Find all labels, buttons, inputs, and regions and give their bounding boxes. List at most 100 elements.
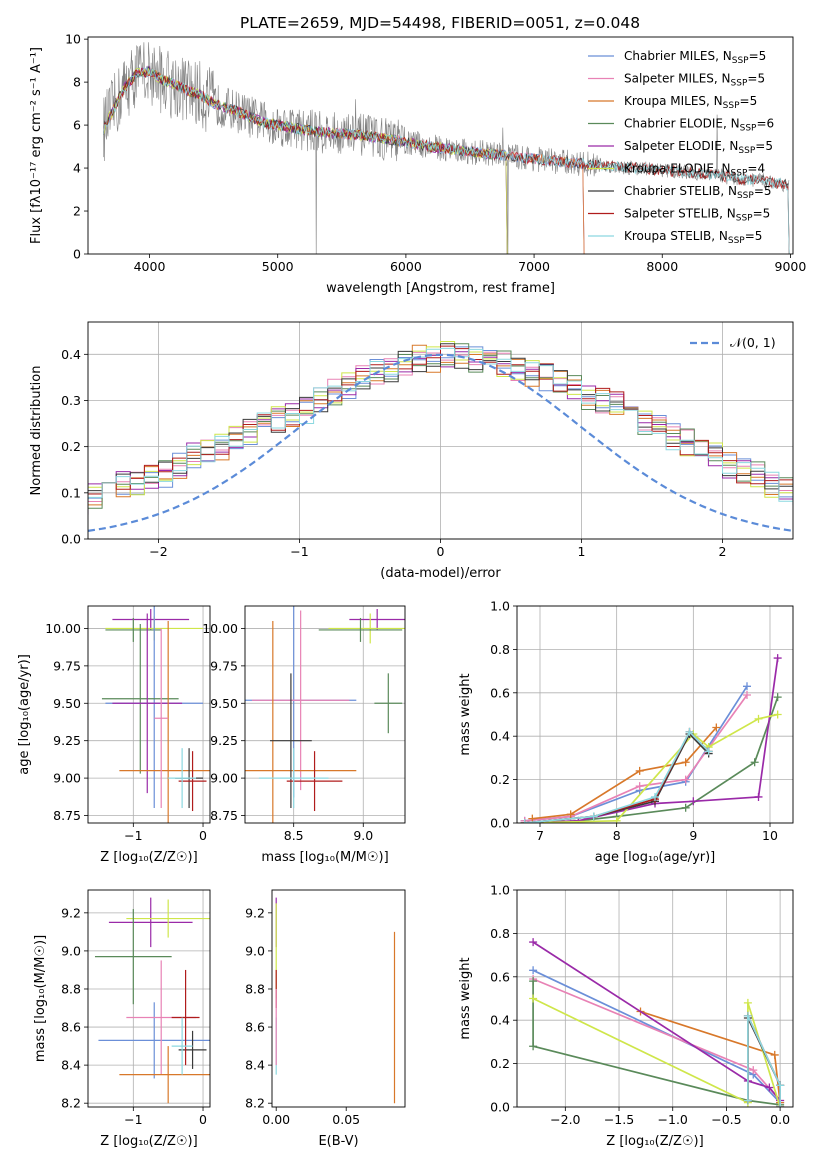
legend-subscript: SSP [731,79,748,89]
x-tick-label: 8 [613,828,621,843]
weight-point [529,938,538,947]
legend-subscript: SSP [732,56,749,66]
x-tick-label: 9 [689,828,697,843]
legend-label: Chabrier STELIB, NSSP=5 [624,184,772,201]
weight-point [689,797,698,806]
x-axis-label: E(B-V) [318,1134,358,1149]
y-tick-label: 8.6 [245,1020,265,1035]
y-tick-label: 0.0 [61,532,81,547]
plot-marks [529,938,785,1107]
legend-series-name: Kroupa ELODIE, N [624,162,731,176]
x-tick-label: −1.5 [604,1112,634,1127]
legend-label: Salpeter ELODIE, NSSP=5 [624,139,773,156]
y-tick-label: 0.4 [490,1013,510,1028]
panel-Z-weight: −2.0 −1.5 −1.0 −0.5 0.0 0.0 0.2 0.4 0.6 0.8 1.0 Z [… [458,883,794,1149]
legend-n-value: =5 [754,184,772,198]
weight-point [743,998,752,1007]
weight-point [612,816,621,823]
weight-point [685,727,694,736]
y-tick-label: 9.0 [245,943,265,958]
panel-spectrum: 4000 5000 6000 7000 8000 9000 0 2 4 6 8 10 wavelengt… [29,32,806,296]
weight-line [532,941,781,1102]
weight-point [635,766,644,775]
weight-point [750,758,759,767]
legend-label: Kroupa MILES, NSSP=5 [624,94,757,111]
axes: −2.0 −1.5 −1.0 −0.5 0.0 0.0 0.2 0.4 0.6 0.8 1.0 Z [… [458,883,794,1149]
figure-title: PLATE=2659, MJD=54498, FIBERID=0051, z=0… [240,14,640,32]
weight-line [524,713,778,823]
y-tick-label: 9.25 [53,733,81,748]
weight-point [754,792,763,801]
x-axis-label: age [log₁₀(age/yr)] [595,850,716,865]
y-tick-label: 9.0 [61,943,81,958]
y-tick-label: 8.2 [245,1096,265,1111]
plot-marks [103,42,791,254]
legend-series-name: Salpeter MILES, N [624,72,731,86]
legend-subscript: SSP [740,124,757,134]
y-tick-label: 8.75 [53,808,81,823]
plot-marks [94,897,210,1104]
legend-subscript: SSP [728,236,745,246]
y-tick-label: 8.4 [245,1058,265,1073]
y-tick-label: 8.6 [61,1020,81,1035]
x-tick-label: 0 [199,1112,207,1127]
y-tick-label: 9.75 [210,658,238,673]
x-tick-label: 7000 [518,259,550,274]
panel-Z-mass: −1 0 8.2 8.4 8.6 8.8 9.0 9.2 Z [log₁₀(Z/Z☉)] mass… [33,889,211,1149]
weight-point [681,775,690,784]
axes: 0.00 0.05 8.2 8.4 8.6 8.8 9.0 9.2 E(B-V) [245,889,406,1149]
weight-point [773,654,782,663]
y-tick-label: 0.2 [61,439,81,454]
x-axis-label: Z [log₁₀(Z/Z☉)] [606,1134,703,1149]
plot-area [272,890,405,1107]
weight-point [743,1011,752,1020]
weight-point [749,1066,758,1075]
y-axis-label: Flux [fλ10⁻¹⁷ erg cm⁻² s⁻¹ A⁻¹] [29,47,44,244]
panel-EBV-mass: 0.00 0.05 8.2 8.4 8.6 8.8 9.0 9.2 E(B-V) [245,889,406,1149]
legend-n-value: =5 [745,229,763,243]
legend-subscript: SSP [736,214,753,224]
weight-point [712,723,721,732]
legend-series-name: Kroupa MILES, N [624,94,723,108]
axes: −1 0 8.2 8.4 8.6 8.8 9.0 9.2 Z [log₁₀(Z/Z☉)] mass… [33,889,211,1149]
plot-area [245,606,405,823]
legend-subscript: SSP [731,169,748,179]
legend-n-value: =5 [747,72,765,86]
y-tick-label: 0.4 [61,347,81,362]
weight-line [532,981,781,1106]
x-axis-label: (data-model)/error [380,566,501,581]
weight-point [776,1081,785,1090]
axes: 7 8 9 10 0.0 0.2 0.4 0.6 0.8 1.0 age [log₁₀(age/yr… [458,599,794,865]
panel-Z-age: −1 0 8.75 9.00 9.25 9.50 9.75 10.00 Z [log₁₀(Z/Z… [17,605,211,865]
weight-point [529,994,538,1003]
weight-point [743,1096,752,1105]
axes: 8.5 9.0 8.75 9.00 9.25 9.50 9.75 10.00 mass [log… [202,605,406,865]
y-tick-label: 8 [73,75,81,90]
weight-point [681,803,690,812]
plot-marks [88,341,793,532]
legend-n-value: =5 [755,139,773,153]
weight-point [765,1083,774,1092]
weight-point [589,812,598,821]
y-tick-label: 6 [73,118,81,133]
weight-point [770,1050,779,1059]
weight-point [520,819,529,823]
x-tick-label: 9000 [775,259,807,274]
weight-point [704,747,713,756]
y-tick-label: 9.2 [245,905,265,920]
legend-n-value: =4 [747,162,765,176]
x-axis-label: mass [log₁₀(M/M☉)] [261,850,388,865]
x-tick-label: −0.5 [711,1112,741,1127]
panel-mass-age: 8.5 9.0 8.75 9.00 9.25 9.50 9.75 10.00 mass [log… [202,605,406,865]
y-axis-label: mass weight [458,957,473,1039]
weight-point [635,782,644,791]
y-axis-label: mass weight [458,673,473,755]
x-tick-label: −1 [124,1112,142,1127]
x-axis-label: wavelength [Angstrom, rest frame] [326,281,555,296]
legend-subscript: SSP [738,146,755,156]
legend-n-value: =6 [756,117,774,131]
model-line-kroupa-stelib [103,66,791,254]
